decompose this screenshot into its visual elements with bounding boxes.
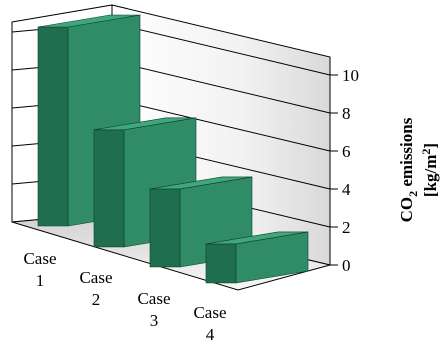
y-tick-label: 6 (342, 142, 351, 161)
category-label-4-number: 4 (206, 325, 215, 344)
bar-1-front-face (37, 26, 69, 227)
gridline-back (111, 98, 331, 152)
category-label-3: Case (137, 289, 170, 308)
y-tick-label: 8 (342, 104, 351, 123)
bars (37, 14, 309, 284)
category-label-2: Case (79, 268, 112, 287)
gridline-back (111, 60, 331, 114)
y-axis-label-line2: [kg/m2] (419, 143, 440, 197)
bar-3-front-face (149, 188, 181, 268)
bar-4-front-face (205, 243, 237, 284)
bar-4-top-face (205, 231, 309, 245)
y-tick-label: 2 (342, 218, 351, 237)
bar-1-top-face (37, 14, 141, 28)
category-label-1: Case (23, 249, 56, 268)
bar-2-front-face (93, 129, 125, 248)
y-tick-label: 10 (342, 66, 359, 85)
y-axis-label-group: CO2 emissions [kg/m2] (397, 117, 440, 222)
y-tick-labels: 0 2 4 6 8 10 (342, 66, 359, 275)
category-label-4: Case (193, 303, 226, 322)
y-tick-label: 0 (342, 256, 351, 275)
category-label-1-number: 1 (36, 271, 45, 290)
category-label-3-number: 3 (150, 311, 159, 330)
category-label-2-number: 2 (92, 290, 101, 309)
y-axis-label-line1: CO2 emissions (397, 117, 420, 222)
y-tick-label: 4 (342, 180, 351, 199)
x-tick-labels: Case 1 Case 2 Case 3 Case 4 (23, 249, 226, 344)
gridline-back (111, 22, 331, 76)
bar-2-top-face (93, 117, 197, 131)
axes (329, 57, 338, 266)
y-axis-label: CO2 emissions [kg/m2] (397, 117, 440, 222)
bar-3-top-face (149, 176, 253, 190)
